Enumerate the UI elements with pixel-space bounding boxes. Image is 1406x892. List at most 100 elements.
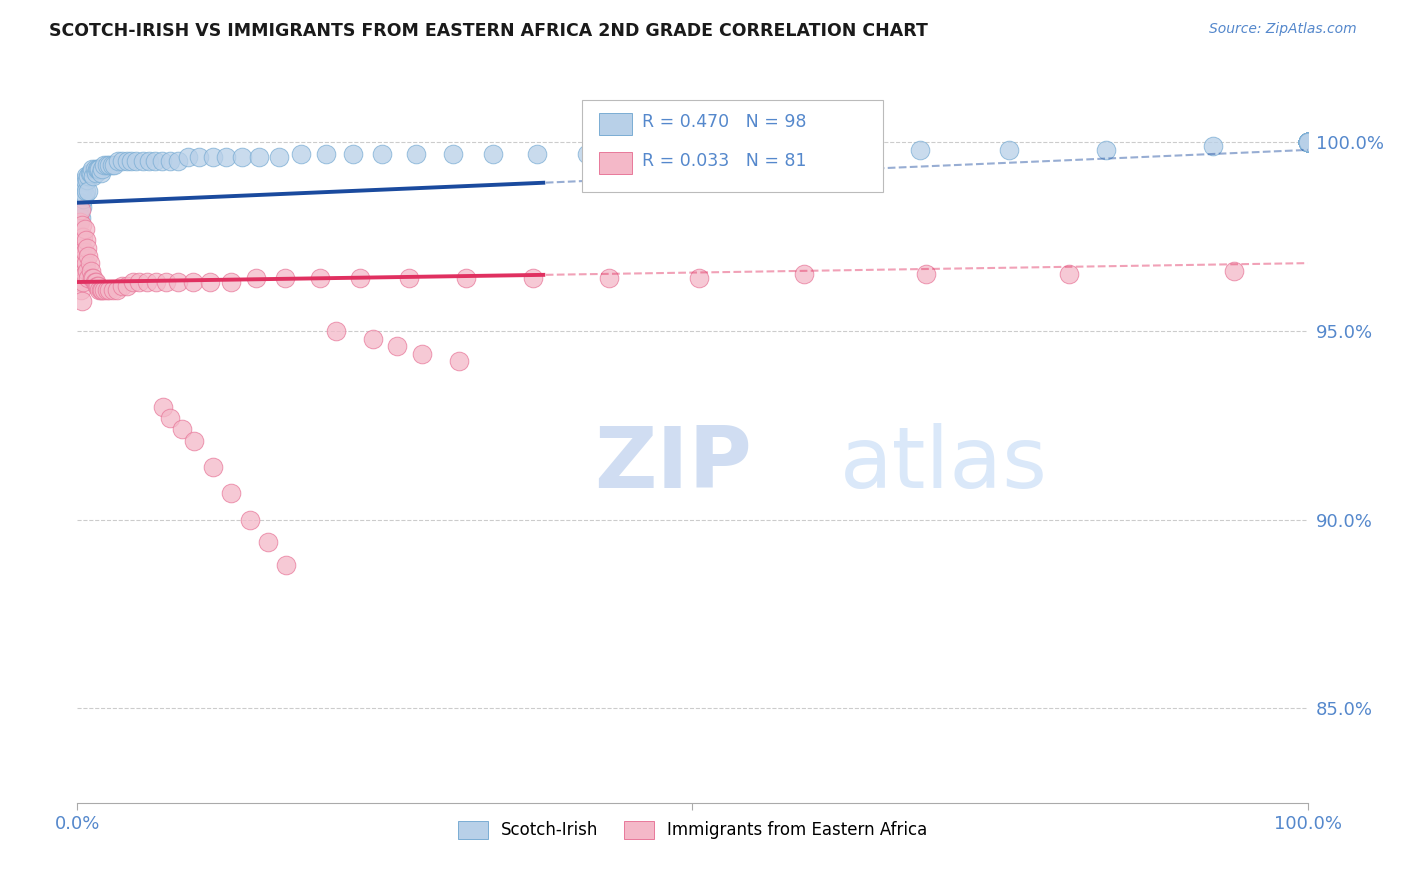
Point xyxy=(159,154,181,169)
Point xyxy=(342,146,364,161)
Point xyxy=(83,161,105,176)
Point xyxy=(598,271,620,285)
Point xyxy=(75,185,97,199)
Point xyxy=(143,154,166,169)
Point xyxy=(111,154,132,169)
Point xyxy=(188,151,211,165)
Point xyxy=(167,275,190,289)
Point xyxy=(1296,136,1319,150)
Point xyxy=(69,207,91,221)
Point xyxy=(398,271,420,285)
Point xyxy=(72,252,94,267)
Point xyxy=(690,143,713,157)
Point xyxy=(183,434,205,448)
Point xyxy=(82,169,104,184)
Point xyxy=(115,154,138,169)
Point xyxy=(83,275,105,289)
Point xyxy=(239,513,262,527)
Point xyxy=(630,146,652,161)
Point xyxy=(159,410,181,425)
Point xyxy=(76,173,98,187)
Point xyxy=(688,271,710,285)
Point xyxy=(1296,136,1319,150)
Point xyxy=(73,173,96,187)
Point xyxy=(1296,136,1319,150)
Point xyxy=(155,275,177,289)
Point xyxy=(1296,136,1319,150)
Point xyxy=(93,158,115,172)
Point xyxy=(77,185,100,199)
Point xyxy=(115,278,138,293)
Point xyxy=(70,180,93,194)
Point xyxy=(1296,136,1319,150)
Point xyxy=(103,158,125,172)
Point xyxy=(131,154,153,169)
Point xyxy=(87,278,110,293)
Point xyxy=(1296,136,1319,150)
Point xyxy=(1057,268,1080,282)
Point xyxy=(257,535,280,549)
Point xyxy=(1296,136,1319,150)
Point xyxy=(98,158,121,172)
Point xyxy=(1296,136,1319,150)
Point xyxy=(755,143,778,157)
Point xyxy=(1296,136,1319,150)
Point xyxy=(575,146,598,161)
Point xyxy=(82,271,104,285)
Point xyxy=(145,275,167,289)
Point xyxy=(441,146,464,161)
Point xyxy=(201,459,224,474)
Point xyxy=(69,214,91,228)
Point xyxy=(73,222,96,236)
Point xyxy=(1296,136,1319,150)
Point xyxy=(1223,263,1246,277)
Point xyxy=(1296,136,1319,150)
Point xyxy=(219,486,242,500)
Point xyxy=(167,154,190,169)
Point xyxy=(73,268,96,282)
Point xyxy=(1296,136,1319,150)
Point xyxy=(1296,136,1319,150)
Point xyxy=(90,283,114,297)
Point xyxy=(201,151,224,165)
Point xyxy=(997,143,1019,157)
Point xyxy=(70,203,93,218)
Point xyxy=(69,268,91,282)
Point xyxy=(1202,139,1225,153)
Point xyxy=(70,293,93,308)
Text: R = 0.033   N = 81: R = 0.033 N = 81 xyxy=(643,153,807,170)
Point xyxy=(125,154,148,169)
Point xyxy=(200,275,222,289)
Point xyxy=(793,268,815,282)
Point xyxy=(76,263,98,277)
Point xyxy=(290,146,312,161)
Point xyxy=(70,229,93,244)
Point xyxy=(349,271,371,285)
Point xyxy=(70,200,93,214)
Point xyxy=(276,558,298,572)
Point xyxy=(482,146,505,161)
Point xyxy=(67,275,90,289)
Point xyxy=(385,339,409,353)
Point xyxy=(219,275,242,289)
Point xyxy=(152,400,174,414)
Point xyxy=(70,195,93,210)
Point xyxy=(75,169,97,184)
Point xyxy=(1296,136,1319,150)
Point xyxy=(249,151,271,165)
Point xyxy=(70,211,93,225)
Point xyxy=(325,324,347,338)
Point xyxy=(90,165,112,179)
Point xyxy=(84,275,107,289)
Point xyxy=(170,422,193,436)
Point xyxy=(67,229,90,244)
Point xyxy=(245,271,267,285)
Point xyxy=(84,165,107,179)
Point xyxy=(89,161,111,176)
Point xyxy=(138,154,160,169)
Point xyxy=(70,256,93,270)
Point xyxy=(522,271,544,285)
Point xyxy=(177,151,200,165)
Point xyxy=(79,256,101,270)
FancyBboxPatch shape xyxy=(599,153,633,174)
